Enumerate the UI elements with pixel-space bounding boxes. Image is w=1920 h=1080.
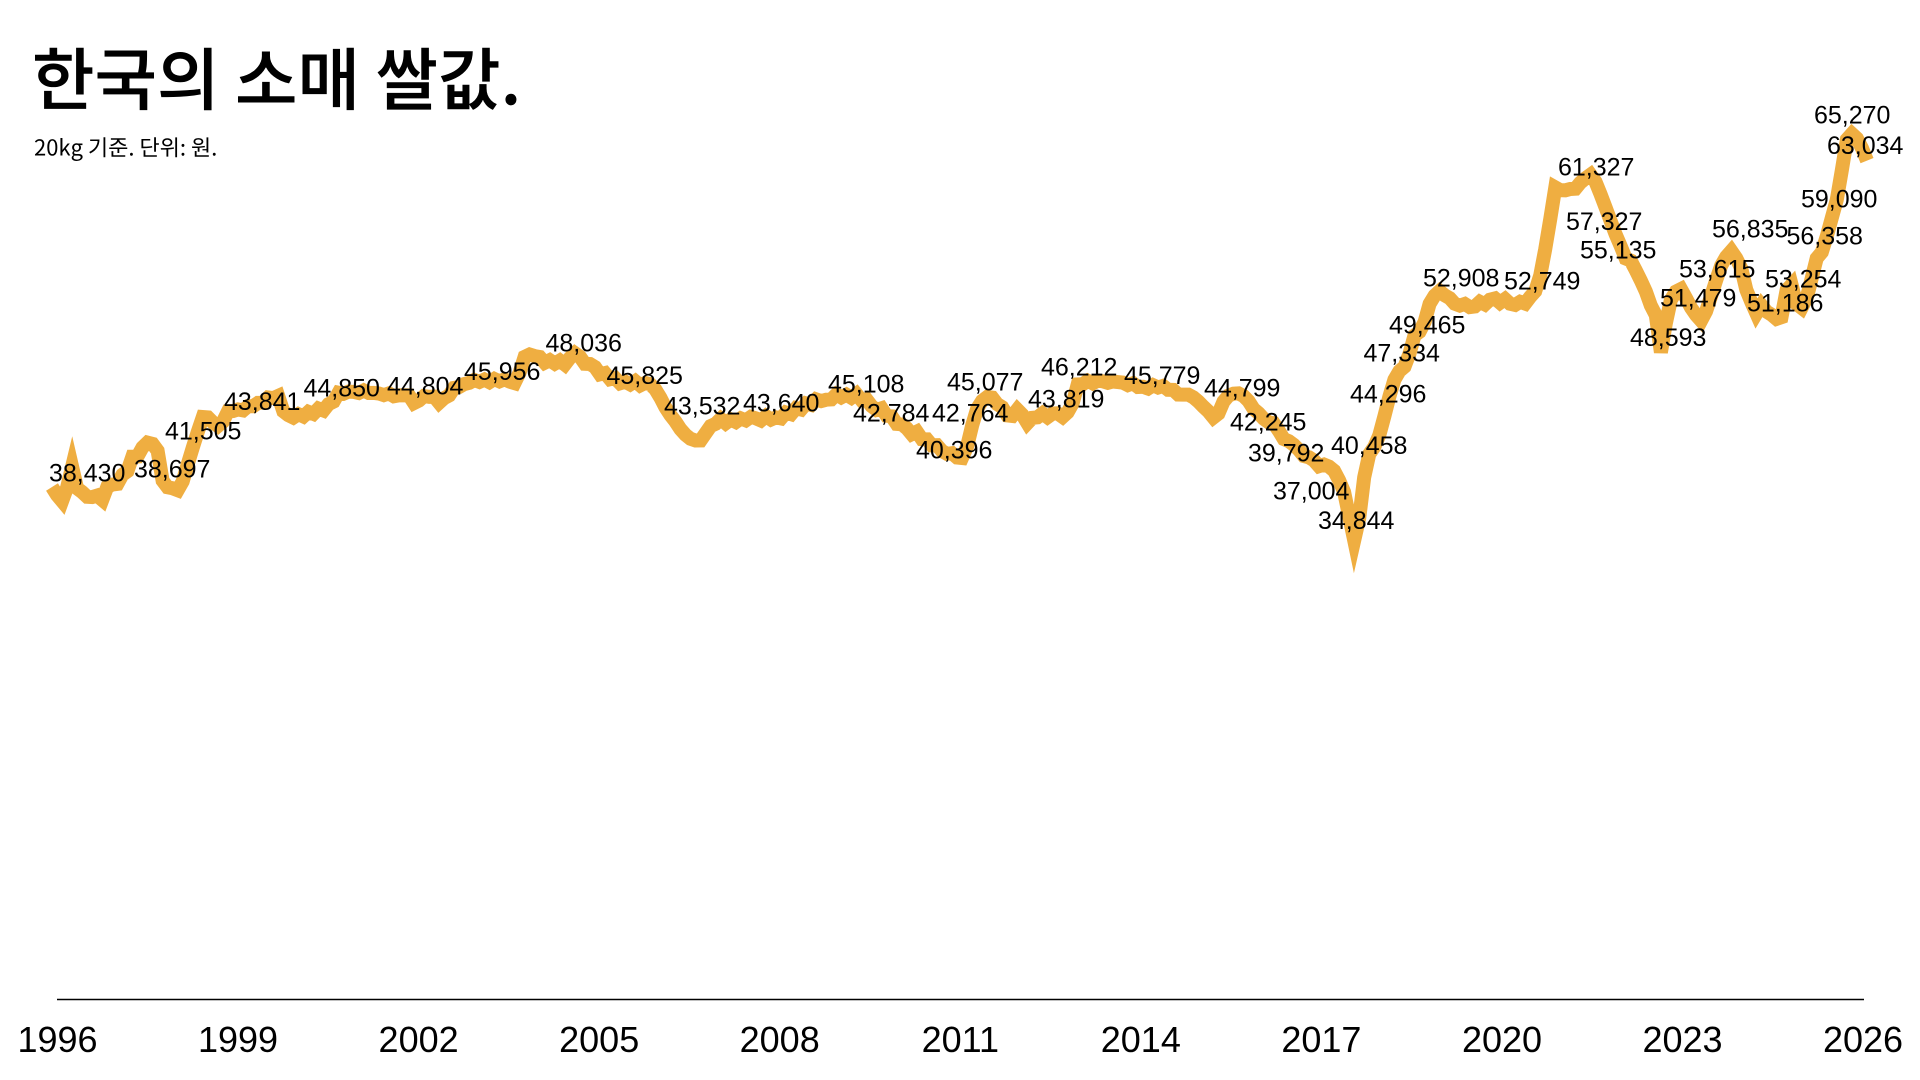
svg-text:44,850: 44,850 [304, 374, 380, 402]
svg-text:44,296: 44,296 [1350, 380, 1426, 408]
svg-text:65,270: 65,270 [1814, 101, 1890, 129]
svg-text:2023: 2023 [1642, 1019, 1722, 1060]
svg-text:57,327: 57,327 [1566, 208, 1642, 236]
svg-text:2017: 2017 [1281, 1019, 1361, 1060]
svg-text:63,034: 63,034 [1827, 132, 1904, 160]
svg-text:48,593: 48,593 [1630, 324, 1706, 352]
svg-text:38,430: 38,430 [49, 459, 125, 487]
svg-text:52,908: 52,908 [1423, 264, 1499, 292]
svg-text:56,358: 56,358 [1787, 222, 1863, 250]
svg-text:56,835: 56,835 [1712, 215, 1788, 243]
svg-text:41,505: 41,505 [165, 417, 241, 445]
svg-text:2002: 2002 [379, 1019, 459, 1060]
svg-text:44,804: 44,804 [387, 372, 464, 400]
svg-text:61,327: 61,327 [1558, 153, 1634, 181]
svg-text:51,186: 51,186 [1747, 289, 1823, 317]
svg-text:42,764: 42,764 [932, 399, 1009, 427]
svg-text:40,396: 40,396 [916, 436, 992, 464]
svg-text:45,077: 45,077 [947, 368, 1023, 396]
svg-text:2008: 2008 [740, 1019, 820, 1060]
svg-text:42,784: 42,784 [853, 399, 930, 427]
svg-text:34,844: 34,844 [1318, 507, 1395, 535]
svg-text:48,036: 48,036 [546, 329, 622, 357]
svg-text:43,819: 43,819 [1028, 385, 1104, 413]
svg-text:42,245: 42,245 [1230, 408, 1306, 436]
svg-text:2011: 2011 [922, 1019, 999, 1060]
svg-text:2014: 2014 [1101, 1019, 1181, 1060]
svg-text:49,465: 49,465 [1389, 311, 1465, 339]
svg-text:45,779: 45,779 [1124, 362, 1200, 390]
svg-text:44,799: 44,799 [1204, 374, 1280, 402]
svg-text:46,212: 46,212 [1041, 353, 1117, 381]
svg-text:55,135: 55,135 [1580, 236, 1656, 264]
svg-text:45,108: 45,108 [828, 370, 904, 398]
svg-text:2020: 2020 [1462, 1019, 1542, 1060]
svg-text:51,479: 51,479 [1660, 284, 1736, 312]
svg-text:47,334: 47,334 [1364, 339, 1441, 367]
svg-text:45,956: 45,956 [464, 358, 540, 386]
svg-text:53,254: 53,254 [1765, 265, 1842, 293]
svg-text:38,697: 38,697 [134, 455, 210, 483]
svg-text:37,004: 37,004 [1273, 477, 1350, 505]
svg-text:43,841: 43,841 [224, 388, 300, 416]
svg-text:2026: 2026 [1823, 1019, 1903, 1060]
svg-text:45,825: 45,825 [607, 362, 683, 390]
svg-text:53,615: 53,615 [1679, 255, 1755, 283]
svg-text:1999: 1999 [198, 1019, 278, 1060]
svg-text:2005: 2005 [559, 1019, 639, 1060]
svg-text:43,532: 43,532 [664, 392, 740, 420]
svg-text:52,749: 52,749 [1504, 267, 1580, 295]
svg-text:43,640: 43,640 [743, 389, 819, 417]
svg-text:39,792: 39,792 [1248, 439, 1324, 467]
svg-text:40,458: 40,458 [1331, 432, 1407, 460]
svg-text:1996: 1996 [17, 1019, 97, 1060]
svg-text:59,090: 59,090 [1801, 185, 1877, 213]
